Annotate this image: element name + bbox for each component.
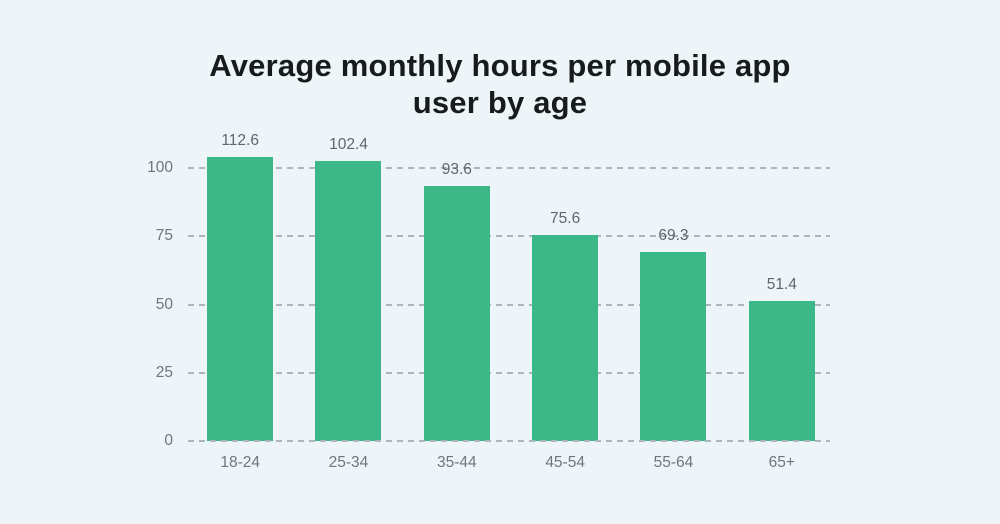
- plot-area: 112.6 102.4 93.6 75.6 69.3 51.4: [186, 132, 836, 442]
- gridline: [188, 371, 830, 374]
- bar-value-label: 69.3: [658, 226, 689, 244]
- bar-value-label: 102.4: [329, 136, 368, 154]
- bar-column: 75.6: [532, 210, 599, 441]
- x-tick-label: 55-64: [653, 454, 694, 471]
- y-tick-label: 75: [155, 227, 173, 245]
- baseline-gridline: [188, 440, 830, 442]
- y-axis-labels: 0 25 50 75 100: [0, 157, 173, 449]
- gridline: [188, 303, 830, 306]
- bar-column: 102.4: [315, 136, 382, 441]
- x-tick-label: 35-44: [436, 454, 477, 471]
- bar: [315, 161, 382, 441]
- y-tick-label: 50: [155, 295, 173, 313]
- y-tick-label: 100: [147, 159, 173, 176]
- bar: [532, 234, 599, 441]
- y-tick-label: 25: [155, 363, 173, 381]
- y-tick-label: 0: [164, 432, 173, 449]
- bar-column: 69.3: [640, 227, 707, 441]
- x-tick-label: 65+: [768, 454, 795, 471]
- bar-column: 112.6: [207, 132, 274, 441]
- bar-column: 51.4: [748, 276, 815, 441]
- bar-value-label: 75.6: [550, 209, 581, 227]
- bar: [207, 157, 274, 441]
- x-tick-label: 18-24: [220, 454, 260, 471]
- chart-title: Average monthly hours per mobile app use…: [0, 47, 1000, 121]
- chart-title-line1: Average monthly hours per mobile app: [209, 48, 791, 83]
- x-tick-label: 45-54: [545, 454, 585, 471]
- bar-value-label: 112.6: [221, 132, 259, 149]
- x-tick-label: 25-34: [328, 454, 369, 471]
- gridline: [188, 167, 830, 169]
- gridline: [188, 235, 830, 238]
- chart-title-line2: user by age: [412, 85, 588, 120]
- bar-column: 93.6: [423, 161, 490, 441]
- bar-value-label: 93.6: [441, 160, 472, 178]
- bar-value-label: 51.4: [766, 275, 797, 293]
- bar: [640, 251, 707, 441]
- x-axis-labels: 18-24 25-34 35-44 45-54 55-64 65+: [186, 454, 836, 472]
- bar: [748, 300, 815, 441]
- bars: 112.6 102.4 93.6 75.6 69.3 51.4: [186, 132, 836, 441]
- bar: [423, 185, 490, 441]
